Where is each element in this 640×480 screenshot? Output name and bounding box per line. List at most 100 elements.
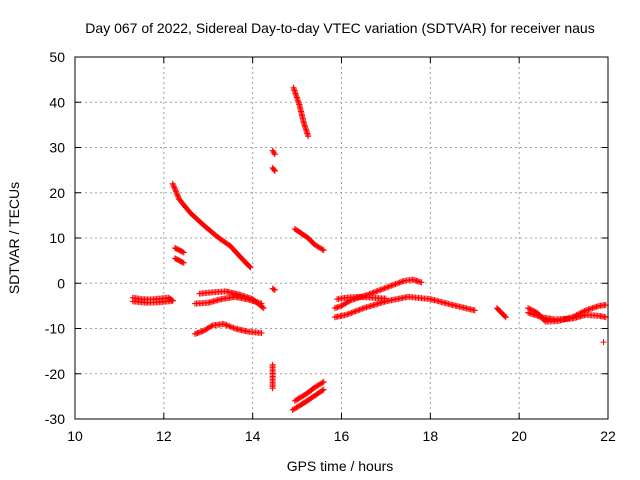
data-point (220, 320, 227, 327)
series-arc-13 (290, 84, 312, 140)
data-point (373, 288, 380, 295)
data-point (223, 322, 230, 329)
data-point (260, 305, 267, 312)
data-point (357, 306, 364, 313)
y-tick-label: -10 (45, 321, 65, 337)
data-point (600, 339, 607, 346)
data-point (271, 287, 278, 294)
data-point (170, 183, 177, 190)
data-point (353, 307, 360, 314)
data-point (349, 309, 356, 316)
data-point (376, 287, 383, 294)
series-arc-14 (291, 225, 327, 254)
y-tick-label: 40 (49, 94, 65, 110)
x-tick-label: 18 (423, 428, 439, 444)
series-arc-04 (171, 244, 187, 256)
plot-area-border (74, 56, 609, 420)
data-point (271, 150, 278, 157)
data-point (271, 151, 278, 158)
data-point (392, 281, 399, 288)
data-point (359, 305, 366, 312)
x-tick-label: 20 (511, 428, 527, 444)
data-point (374, 287, 381, 294)
data-point (227, 323, 234, 330)
data-point (172, 187, 179, 194)
series-arc-19 (334, 293, 389, 303)
series-arc-09 (269, 147, 278, 158)
data-point (393, 280, 400, 287)
series-arc-16 (291, 378, 327, 404)
data-point (271, 166, 278, 173)
x-tick-label: 22 (600, 428, 616, 444)
data-point (502, 314, 509, 321)
data-point (229, 324, 236, 331)
data-point (381, 285, 388, 292)
data-point (270, 286, 277, 293)
data-point (356, 306, 363, 313)
data-point (224, 322, 231, 329)
x-tick-labels: 10 12 14 16 18 20 22 (67, 428, 616, 444)
data-point (319, 379, 326, 386)
data-point (258, 330, 265, 337)
data-point (382, 295, 389, 302)
data-point (247, 264, 254, 271)
y-tick-label: 0 (57, 275, 65, 291)
series-arc-02 (129, 297, 176, 306)
data-point (418, 279, 425, 286)
data-point (352, 308, 359, 315)
x-tick-label: 10 (67, 428, 83, 444)
data-point (226, 323, 233, 330)
series-arc-06 (191, 320, 265, 337)
data-point (320, 386, 327, 393)
series-arc-20 (493, 305, 509, 321)
data-point (222, 321, 229, 328)
data-point (319, 387, 326, 394)
data-point (175, 193, 182, 200)
x-tick-label: 12 (156, 428, 172, 444)
data-point (170, 182, 177, 189)
series-arc-12 (269, 361, 276, 392)
data-point (387, 283, 394, 290)
data-point (385, 283, 392, 290)
data-point (351, 308, 358, 315)
data-point (169, 297, 176, 304)
series-arc-23 (600, 339, 607, 346)
data-point (344, 311, 351, 318)
data-point (171, 184, 178, 191)
data-point (345, 310, 352, 317)
grid-lines (75, 57, 608, 419)
data-point (320, 378, 327, 385)
data-point (348, 309, 355, 316)
data-point (320, 247, 327, 254)
data-point (180, 249, 187, 256)
data-point (259, 304, 266, 311)
series-arc-08 (196, 288, 267, 312)
data-point (269, 385, 276, 392)
data-point (378, 286, 385, 293)
y-tick-label: -30 (45, 411, 65, 427)
data-point (319, 246, 326, 253)
data-point (173, 189, 180, 196)
data-point (396, 279, 403, 286)
data-point (471, 307, 478, 314)
data-point (230, 324, 237, 331)
data-point (355, 307, 362, 314)
data-point (180, 259, 187, 266)
data-point (342, 311, 349, 318)
data-point (377, 286, 384, 293)
data-point (370, 289, 377, 296)
data-point (173, 188, 180, 195)
data-point (208, 323, 215, 330)
series-arc-18 (331, 276, 425, 312)
y-tick-label: 30 (49, 140, 65, 156)
data-point (395, 280, 402, 287)
data-point (391, 281, 398, 288)
data-point (305, 133, 312, 140)
data-point (380, 285, 387, 292)
y-tick-label: -20 (45, 366, 65, 382)
data-point (347, 310, 354, 317)
data-point (382, 284, 389, 291)
data-point (246, 263, 253, 270)
data-point (397, 279, 404, 286)
